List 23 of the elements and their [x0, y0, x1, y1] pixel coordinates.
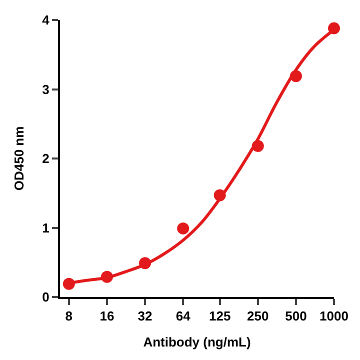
point: [177, 222, 190, 234]
x-tick-label: 64: [176, 308, 192, 324]
point: [290, 70, 302, 82]
x-tick-label: 125: [208, 308, 231, 324]
x-tick-label: 250: [247, 308, 269, 324]
x-tick-label: 8: [65, 308, 73, 324]
point: [62, 278, 75, 290]
y-axis-title: OD450 nm: [12, 126, 27, 191]
point: [139, 257, 152, 270]
x-tick-label: 32: [138, 308, 152, 324]
x-tick-label: 500: [285, 308, 307, 324]
x-tick-label: 16: [100, 308, 114, 324]
y-tick-label: 4: [42, 12, 50, 28]
x-tick-label: 1000: [320, 308, 348, 324]
y-tick-label: 0: [42, 290, 50, 305]
point: [328, 22, 340, 34]
x-axis-title: Antibody (ng/mL): [143, 334, 251, 350]
point: [100, 270, 113, 283]
y-tick-label: 2: [42, 151, 50, 166]
point: [252, 140, 264, 152]
y-tick-label: 1: [42, 220, 50, 236]
y-tick-label: 3: [42, 82, 50, 97]
point: [214, 189, 226, 202]
